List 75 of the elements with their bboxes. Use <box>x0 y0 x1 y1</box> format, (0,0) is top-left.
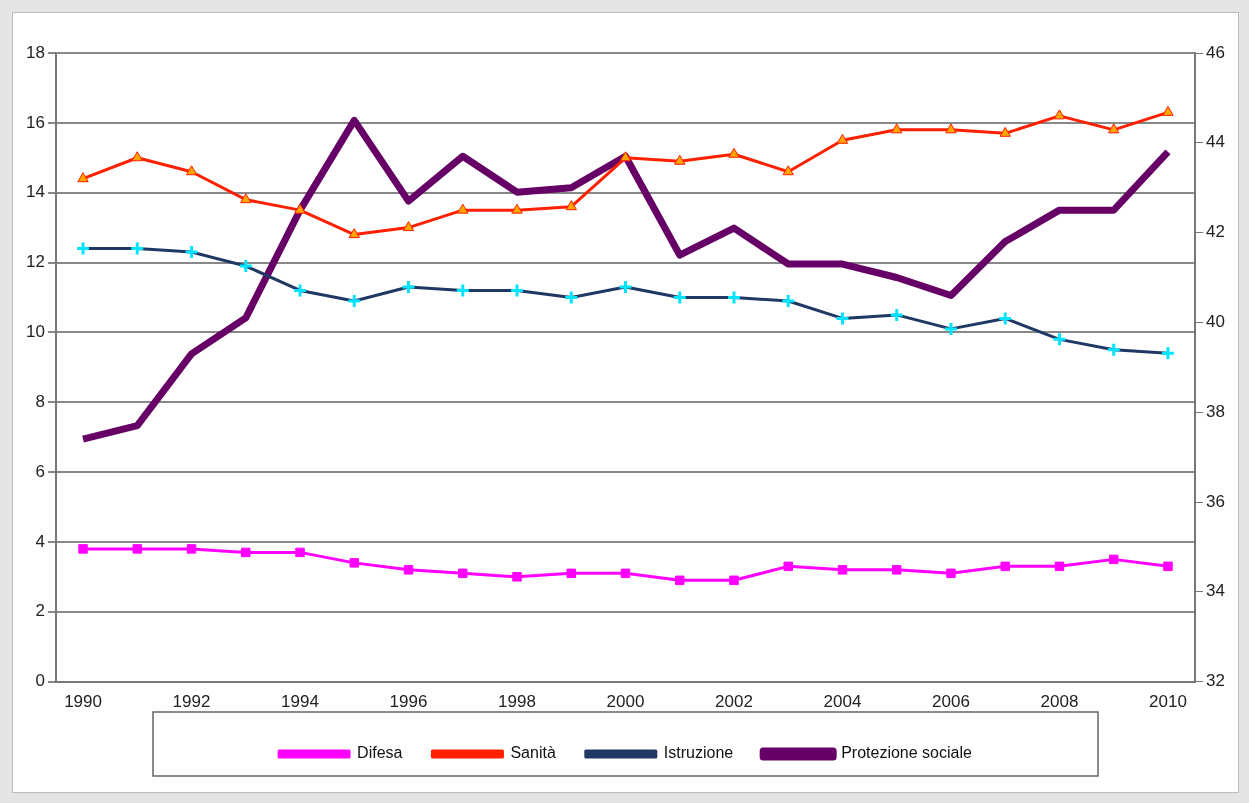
x-tick-label: 2002 <box>715 692 753 712</box>
y-tick-label: 14 <box>25 182 45 202</box>
legend-label: Protezione sociale <box>841 744 973 762</box>
point <box>891 123 903 134</box>
point <box>295 547 305 558</box>
y-tick-label: 10 <box>25 322 45 342</box>
point <box>1054 561 1065 572</box>
point <box>458 568 468 579</box>
point <box>1053 109 1066 120</box>
x-tick-label: 1992 <box>172 692 211 712</box>
x-tick-label: 1994 <box>281 692 319 712</box>
legend-label: Istruzione <box>663 744 734 762</box>
point <box>512 572 522 582</box>
point <box>185 165 198 176</box>
point <box>783 561 793 572</box>
point <box>1108 554 1119 565</box>
point <box>403 565 414 575</box>
point <box>620 568 631 579</box>
y2-tick-label: 44 <box>1206 132 1226 152</box>
point <box>837 565 848 575</box>
point <box>674 154 686 165</box>
y-tick-label: 8 <box>35 391 45 411</box>
point <box>77 172 89 183</box>
point <box>566 568 576 579</box>
point <box>294 203 306 214</box>
point <box>728 147 740 158</box>
x-tick-label: 2010 <box>1149 692 1187 712</box>
point <box>348 228 360 239</box>
point <box>782 165 794 176</box>
point <box>619 151 632 162</box>
point <box>186 544 197 554</box>
x-tick-label: 2006 <box>932 692 970 712</box>
point <box>836 133 849 144</box>
point <box>131 151 143 162</box>
y2-tick-label: 42 <box>1206 222 1226 242</box>
point <box>999 126 1011 137</box>
point <box>675 575 685 586</box>
point <box>78 544 88 554</box>
point <box>729 575 739 586</box>
y-tick-label: 16 <box>25 112 45 132</box>
y2-tick-label: 34 <box>1206 581 1226 601</box>
point <box>457 203 469 214</box>
legend-label: Sanità <box>510 744 556 762</box>
y2-tick-label: 32 <box>1206 671 1226 691</box>
point <box>1108 123 1120 134</box>
x-tick-label: 1998 <box>498 692 536 712</box>
point <box>565 200 577 211</box>
point <box>402 221 415 232</box>
y-tick-label: 18 <box>25 42 45 62</box>
point <box>891 565 902 575</box>
point <box>1000 561 1010 572</box>
point <box>132 544 143 554</box>
x-tick-label: 2004 <box>823 692 862 712</box>
y2-tick-label: 38 <box>1206 401 1226 421</box>
y2-tick-label: 46 <box>1206 42 1226 62</box>
y-tick-label: 0 <box>35 671 45 691</box>
point <box>1163 561 1173 572</box>
x-tick-label: 2008 <box>1040 692 1079 712</box>
point <box>945 123 957 134</box>
y-tick-label: 4 <box>35 531 45 551</box>
point <box>946 568 956 579</box>
x-tick-label: 2000 <box>606 692 645 712</box>
x-tick-label: 1996 <box>389 692 428 712</box>
x-tick-label: 1990 <box>64 692 102 712</box>
y-tick-label: 6 <box>35 461 45 481</box>
point <box>349 558 360 568</box>
point <box>511 203 523 214</box>
y2-tick-label: 36 <box>1206 491 1226 511</box>
y-tick-label: 2 <box>35 601 45 621</box>
point <box>1162 105 1174 116</box>
legend-label: Difesa <box>357 744 403 762</box>
y2-tick-label: 40 <box>1206 312 1226 332</box>
point <box>240 193 252 204</box>
y-tick-label: 12 <box>25 252 45 272</box>
point <box>241 547 251 558</box>
